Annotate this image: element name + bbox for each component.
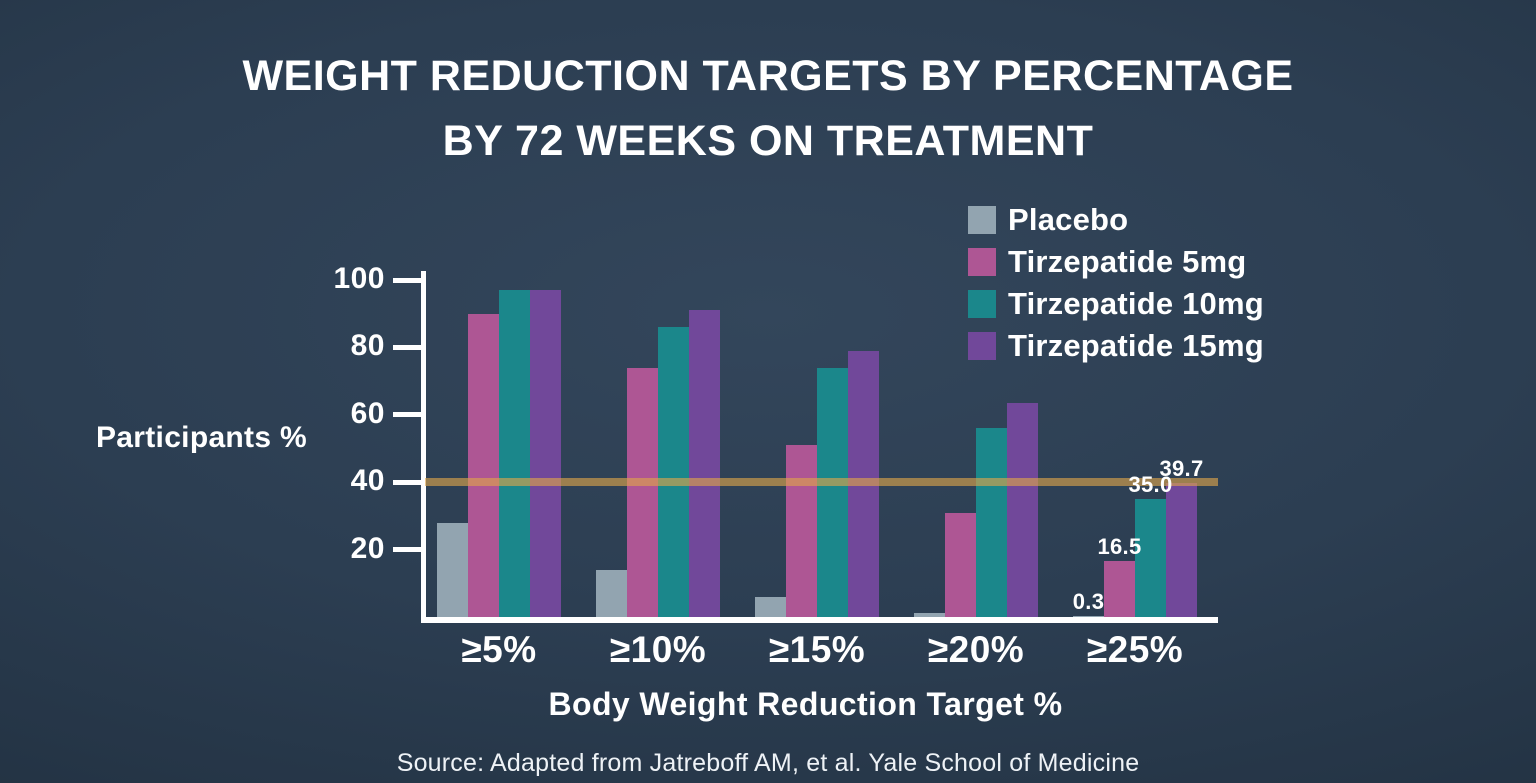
legend-swatch-tirzepatide-10mg (968, 290, 996, 318)
bar-tirzepatide-15mg-ge25 (1166, 483, 1197, 617)
y-tick-label-20: 20 (350, 531, 385, 565)
y-tick-label-80: 80 (350, 329, 385, 363)
x-tick-label-ge15: ≥15% (768, 629, 866, 670)
bar-tirzepatide-5mg-ge5 (468, 313, 499, 617)
y-tick-label-100: 100 (333, 262, 385, 295)
legend-label-placebo: Placebo (1008, 202, 1129, 237)
legend-item-tirzepatide-5mg: Tirzepatide 5mg (968, 244, 1264, 279)
y-tick-label-60: 60 (350, 396, 385, 430)
chart-title-line2: BY 72 WEEKS ON TREATMENT (442, 117, 1094, 165)
bar-value-label-tirzepatide-15mg: 39.7 (1159, 456, 1204, 482)
chart-title-line1: WEIGHT REDUCTION TARGETS BY PERCENTAGE (242, 52, 1294, 100)
x-tick-label-ge5: ≥5% (461, 629, 537, 670)
bar-tirzepatide-15mg-ge5 (530, 290, 561, 617)
legend-swatch-tirzepatide-15mg (968, 332, 996, 360)
bar-placebo-ge20 (914, 612, 945, 617)
bar-value-label-placebo: 0.3 (1072, 588, 1105, 614)
bar-tirzepatide-10mg-ge10 (658, 327, 689, 617)
legend: Placebo Tirzepatide 5mg Tirzepatide 10mg Ti… (968, 202, 1264, 374)
x-axis-title: Body Weight Reduction Target % (548, 686, 1063, 722)
y-axis-line (421, 271, 426, 623)
x-tick-label-ge10: ≥10% (609, 629, 707, 670)
bar-value-label-tirzepatide-10mg: 35.0 (1128, 472, 1173, 498)
y-tick-40 (393, 479, 421, 485)
legend-label-tirzepatide-5mg: Tirzepatide 5mg (1008, 244, 1247, 279)
x-tick-label-ge25: ≥25% (1086, 629, 1184, 670)
legend-swatch-placebo (968, 206, 996, 234)
y-tick-80 (393, 344, 421, 350)
x-axis-line (421, 617, 1218, 623)
bar-tirzepatide-10mg-ge20 (976, 428, 1007, 617)
bar-tirzepatide-10mg-ge5 (499, 290, 530, 617)
y-tick-20 (393, 547, 421, 553)
reference-line-40 (425, 478, 1218, 487)
legend-item-tirzepatide-10mg: Tirzepatide 10mg (968, 286, 1264, 321)
legend-item-tirzepatide-15mg: Tirzepatide 15mg (968, 328, 1264, 363)
bar-placebo-ge15 (755, 596, 786, 617)
y-tick-100 (393, 277, 421, 283)
y-axis-title: Participants % (96, 421, 307, 454)
bar-placebo-ge25 (1073, 615, 1104, 617)
bar-placebo-ge5 (437, 522, 468, 617)
bar-tirzepatide-5mg-ge15 (786, 445, 817, 617)
chart-title: WEIGHT REDUCTION TARGETS BY PERCENTAGE B… (0, 44, 1536, 174)
bar-placebo-ge10 (596, 569, 627, 617)
bar-tirzepatide-5mg-ge25 (1104, 561, 1135, 617)
bar-tirzepatide-5mg-ge10 (627, 367, 658, 617)
legend-swatch-tirzepatide-5mg (968, 248, 996, 276)
bar-tirzepatide-15mg-ge10 (689, 310, 720, 617)
bar-tirzepatide-5mg-ge20 (945, 512, 976, 617)
source-note: Source: Adapted from Jatreboff AM, et al… (396, 749, 1140, 777)
y-tick-60 (393, 412, 421, 418)
bar-tirzepatide-10mg-ge25 (1135, 499, 1166, 617)
bar-tirzepatide-10mg-ge15 (817, 367, 848, 617)
legend-label-tirzepatide-10mg: Tirzepatide 10mg (1008, 286, 1264, 321)
bar-tirzepatide-15mg-ge20 (1007, 403, 1038, 617)
y-tick-label-40: 40 (350, 464, 385, 498)
legend-item-placebo: Placebo (968, 202, 1264, 237)
legend-label-tirzepatide-15mg: Tirzepatide 15mg (1008, 328, 1264, 363)
x-tick-label-ge20: ≥20% (927, 629, 1025, 670)
bar-value-label-tirzepatide-5mg: 16.5 (1097, 534, 1142, 560)
